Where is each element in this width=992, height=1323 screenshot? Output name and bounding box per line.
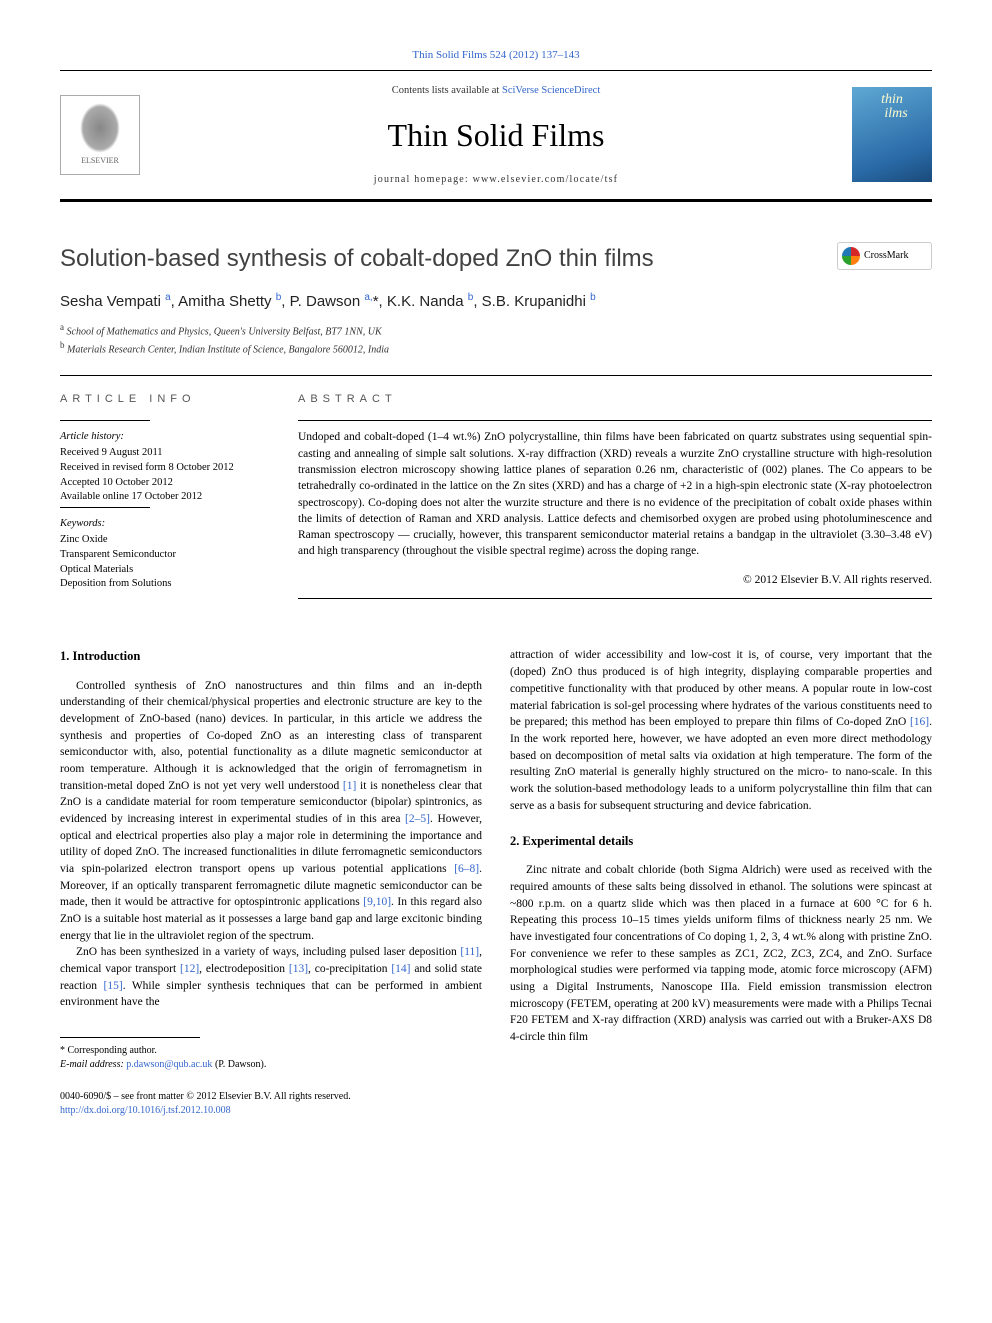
email-line: E-mail address: p.dawson@qub.ac.uk (P. D…	[60, 1058, 482, 1072]
top-citation[interactable]: Thin Solid Films 524 (2012) 137–143	[60, 48, 932, 64]
reference-link[interactable]: [2–5]	[405, 813, 430, 825]
article-info-label: ARTICLE INFO	[60, 392, 270, 408]
footnote-divider	[60, 1037, 200, 1038]
abstract-divider-bottom	[298, 598, 932, 599]
section-1-heading: 1. Introduction	[60, 647, 482, 665]
corresponding-author-footnote: * Corresponding author. E-mail address: …	[60, 1044, 482, 1072]
affiliation-a: a School of Mathematics and Physics, Que…	[60, 321, 932, 339]
elsevier-logo-text: ELSEVIER	[81, 155, 119, 167]
journal-cover-thumbnail[interactable]: thin ilms	[852, 87, 932, 182]
body-columns: 1. Introduction Controlled synthesis of …	[60, 647, 932, 1118]
journal-homepage[interactable]: journal homepage: www.elsevier.com/locat…	[140, 173, 852, 188]
reference-link[interactable]: [13]	[289, 963, 308, 975]
header-center: Contents lists available at SciVerse Sci…	[140, 83, 852, 187]
experimental-para: Zinc nitrate and cobalt chloride (both S…	[510, 862, 932, 1045]
keyword: Optical Materials	[60, 563, 270, 578]
affiliations: a School of Mathematics and Physics, Que…	[60, 321, 932, 358]
journal-header: ELSEVIER Contents lists available at Sci…	[60, 70, 932, 202]
reference-link[interactable]: [9,10]	[363, 896, 391, 908]
history-label: Article history:	[60, 429, 270, 444]
reference-link[interactable]: [16]	[910, 716, 929, 728]
keyword: Deposition from Solutions	[60, 577, 270, 592]
cover-text-line2: ilms	[884, 107, 907, 121]
author-email-link[interactable]: p.dawson@qub.ac.uk	[126, 1059, 212, 1070]
doi-link[interactable]: http://dx.doi.org/10.1016/j.tsf.2012.10.…	[60, 1105, 231, 1116]
reference-link[interactable]: [6–8]	[454, 863, 479, 875]
abstract-label: ABSTRACT	[298, 392, 932, 408]
crossmark-badge[interactable]: CrossMark	[837, 242, 932, 270]
abstract-column: ABSTRACT Undoped and cobalt-doped (1–4 w…	[298, 392, 932, 599]
contents-line: Contents lists available at SciVerse Sci…	[140, 83, 852, 98]
history-line: Available online 17 October 2012	[60, 490, 270, 505]
reference-link[interactable]: [1]	[343, 780, 356, 792]
reference-link[interactable]: [15]	[104, 980, 123, 992]
info-divider-1	[60, 420, 150, 421]
email-label: E-mail address:	[60, 1059, 126, 1070]
crossmark-icon	[842, 247, 860, 265]
abstract-copyright: © 2012 Elsevier B.V. All rights reserved…	[298, 572, 932, 589]
intro-para-2: ZnO has been synthesized in a variety of…	[60, 944, 482, 1011]
info-divider-2	[60, 507, 150, 508]
info-abstract-row: ARTICLE INFO Article history: Received 9…	[60, 392, 932, 599]
divider	[60, 375, 932, 376]
elsevier-logo[interactable]: ELSEVIER	[60, 95, 140, 175]
elsevier-tree-icon	[80, 103, 120, 153]
title-row: Solution-based synthesis of cobalt-doped…	[60, 242, 932, 277]
crossmark-label: CrossMark	[864, 249, 908, 264]
cover-text-line1: thin	[881, 93, 903, 107]
front-matter-line: 0040-6090/$ – see front matter © 2012 El…	[60, 1090, 482, 1104]
intro-para-1: Controlled synthesis of ZnO nanostructur…	[60, 678, 482, 945]
reference-link[interactable]: [14]	[391, 963, 410, 975]
history-line: Accepted 10 October 2012	[60, 476, 270, 491]
history-line: Received 9 August 2011	[60, 446, 270, 461]
reference-link[interactable]: [11]	[460, 946, 479, 958]
affiliation-b: b Materials Research Center, Indian Inst…	[60, 339, 932, 357]
bottom-meta: 0040-6090/$ – see front matter © 2012 El…	[60, 1090, 482, 1118]
journal-name: Thin Solid Films	[140, 112, 852, 158]
abstract-divider	[298, 420, 932, 421]
keywords-label: Keywords:	[60, 516, 270, 531]
keyword: Zinc Oxide	[60, 533, 270, 548]
article-title: Solution-based synthesis of cobalt-doped…	[60, 242, 837, 277]
section-2-heading: 2. Experimental details	[510, 832, 932, 850]
abstract-text: Undoped and cobalt-doped (1–4 wt.%) ZnO …	[298, 429, 932, 560]
sciencedirect-link[interactable]: SciVerse ScienceDirect	[502, 85, 600, 96]
intro-continued: attraction of wider accessibility and lo…	[510, 647, 932, 814]
body-column-left: 1. Introduction Controlled synthesis of …	[60, 647, 482, 1118]
authors-line: Sesha Vempati a, Amitha Shetty b, P. Daw…	[60, 291, 932, 313]
email-suffix: (P. Dawson).	[212, 1059, 266, 1070]
history-line: Received in revised form 8 October 2012	[60, 461, 270, 476]
keyword: Transparent Semiconductor	[60, 548, 270, 563]
corresponding-line: * Corresponding author.	[60, 1044, 482, 1058]
body-column-right: attraction of wider accessibility and lo…	[510, 647, 932, 1118]
page-root: Thin Solid Films 524 (2012) 137–143 ELSE…	[0, 0, 992, 1158]
article-info-column: ARTICLE INFO Article history: Received 9…	[60, 392, 270, 599]
contents-prefix: Contents lists available at	[392, 85, 502, 96]
reference-link[interactable]: [12]	[180, 963, 199, 975]
